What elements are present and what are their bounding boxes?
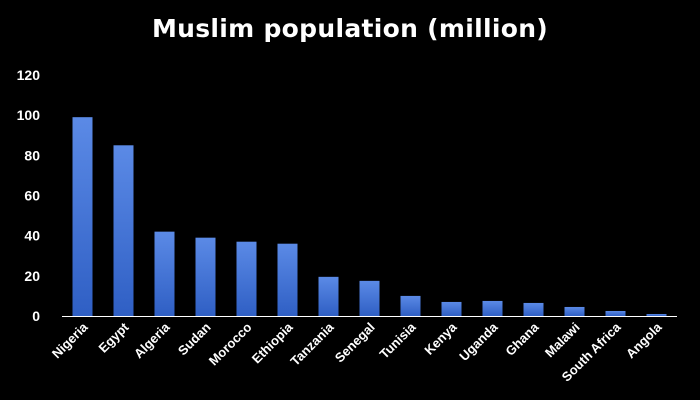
x-tick-label: Morocco — [206, 319, 255, 368]
y-tick-label: 120 — [17, 67, 41, 83]
x-tick-label: Kenya — [421, 319, 460, 358]
y-tick-label: 100 — [17, 107, 41, 123]
x-tick-label: Sudan — [175, 319, 214, 358]
bar-south-africa — [605, 310, 626, 316]
bar-angola — [646, 313, 667, 316]
x-tick-label: Ghana — [502, 319, 542, 359]
bar-morocco — [236, 241, 257, 316]
bar-ethiopia — [277, 243, 298, 316]
y-tick-label: 80 — [24, 147, 40, 163]
bar-uganda — [482, 300, 503, 316]
x-tick-label: Nigeria — [49, 319, 91, 361]
x-tick-label: Egypt — [95, 319, 132, 356]
bar-malawi — [564, 306, 585, 316]
y-tick-label: 60 — [24, 188, 40, 204]
y-axis-ticks: 0 20 40 60 80 100 120 — [17, 67, 41, 324]
x-tick-label: Tanzania — [287, 319, 337, 369]
bar-algeria — [154, 231, 175, 316]
bar-ghana — [523, 302, 544, 316]
bar-kenya — [441, 301, 462, 316]
x-axis-labels: Nigeria Egypt Algeria SudanMoroccoEthiopiaT… — [49, 319, 665, 384]
x-tick-label: Malawi — [542, 320, 583, 361]
chart-title: Muslim population (million) — [151, 14, 549, 43]
y-tick-label: 0 — [32, 308, 40, 324]
y-tick-label: 20 — [24, 268, 40, 284]
x-tick-label: Algeria — [131, 319, 173, 361]
x-tick-label: Senegal — [332, 320, 378, 366]
bar-egypt — [113, 145, 134, 316]
bar-nigeria — [72, 117, 93, 316]
x-tick-label: Tunisia — [377, 319, 420, 362]
x-tick-label: Uganda — [456, 319, 501, 364]
x-tick-label: Angola — [623, 319, 665, 361]
bar-senegal — [359, 280, 380, 316]
bars — [72, 117, 667, 316]
bar-tanzania — [318, 276, 339, 316]
bar-tunisia — [400, 295, 421, 316]
bar-sudan — [195, 237, 216, 316]
y-tick-label: 40 — [24, 228, 40, 244]
